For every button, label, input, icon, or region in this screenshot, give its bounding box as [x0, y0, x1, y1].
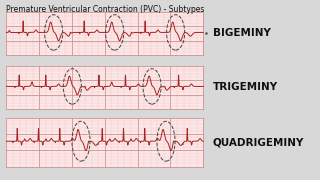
- Text: Premature Ventricular Contraction (PVC) - Subtypes: Premature Ventricular Contraction (PVC) …: [6, 4, 205, 14]
- Bar: [6, 118, 203, 166]
- Text: QUADRIGEMINY: QUADRIGEMINY: [213, 137, 304, 147]
- Text: BIGEMINY: BIGEMINY: [213, 28, 271, 38]
- Text: TRIGEMINY: TRIGEMINY: [213, 82, 278, 92]
- Bar: [6, 12, 203, 55]
- Bar: [6, 66, 203, 109]
